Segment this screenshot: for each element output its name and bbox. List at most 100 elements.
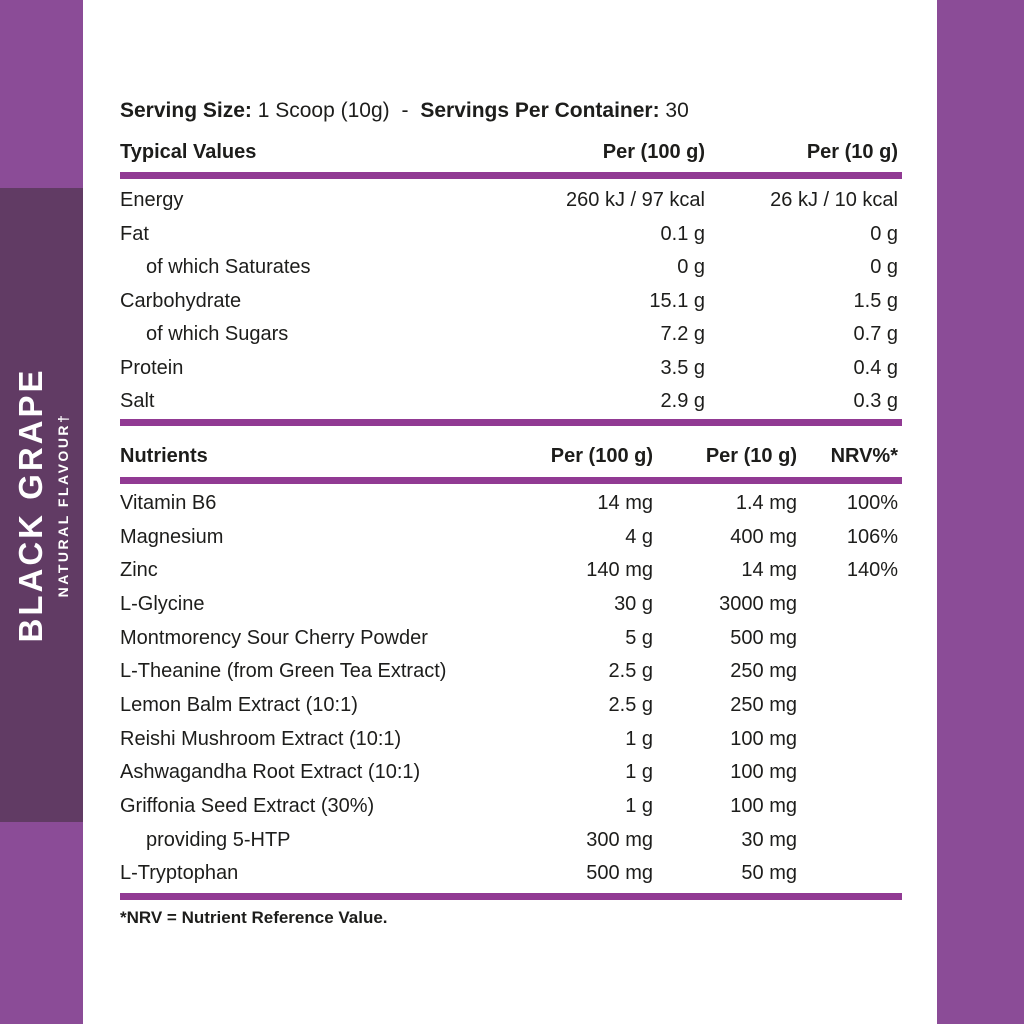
row-label: Zinc bbox=[120, 559, 158, 582]
table-row: Zinc 140 mg 14 mg 140% bbox=[120, 554, 902, 588]
serving-size-line: Serving Size: 1 Scoop (10g) - Servings P… bbox=[120, 98, 902, 123]
value-per-10g: 50 mg bbox=[741, 862, 797, 885]
value-per-10g: 3000 mg bbox=[719, 592, 797, 615]
table-row: Vitamin B6 14 mg 1.4 mg 100% bbox=[120, 487, 902, 521]
column-header-per-100g: Per (100 g) bbox=[550, 444, 653, 467]
row-label: providing 5-HTP bbox=[146, 828, 291, 851]
table-row: Protein 3.5 g 0.4 g bbox=[120, 352, 902, 386]
row-label: Salt bbox=[120, 390, 155, 413]
column-header-per-10g: Per (10 g) bbox=[705, 444, 797, 467]
value-per-100g: 2.5 g bbox=[608, 693, 653, 716]
row-label: of which Saturates bbox=[146, 256, 311, 279]
value-per-100g: 1 g bbox=[625, 795, 653, 818]
table-row: Montmorency Sour Cherry Powder 5 g 500 m… bbox=[120, 621, 902, 655]
flavour-subtitle: NATURAL FLAVOUR† bbox=[54, 412, 71, 598]
value-per-100g: 0 g bbox=[677, 256, 705, 279]
value-per-100g: 3.5 g bbox=[660, 356, 705, 379]
table-row: L-Tryptophan 500 mg 50 mg bbox=[120, 857, 902, 891]
value-per-10g: 26 kJ / 10 kcal bbox=[770, 189, 898, 212]
table-row: Energy 260 kJ / 97 kcal 26 kJ / 10 kcal bbox=[120, 184, 902, 218]
right-purple-band bbox=[937, 0, 1024, 1024]
divider-rule bbox=[120, 418, 902, 426]
row-label: of which Sugars bbox=[146, 323, 289, 346]
table-row: Fat 0.1 g 0 g bbox=[120, 218, 902, 252]
value-per-100g: 260 kJ / 97 kcal bbox=[566, 189, 705, 212]
value-per-10g: 100 mg bbox=[730, 727, 797, 750]
value-per-10g: 100 mg bbox=[730, 761, 797, 784]
row-label: L-Glycine bbox=[120, 592, 205, 615]
typical-values-header: Typical Values Per (100 g) Per (10 g) bbox=[120, 140, 902, 165]
row-label: L-Tryptophan bbox=[120, 862, 239, 885]
value-per-10g: 500 mg bbox=[730, 626, 797, 649]
row-label: L-Theanine (from Green Tea Extract) bbox=[120, 660, 447, 683]
table-title-typical-values: Typical Values bbox=[120, 141, 257, 163]
value-per-100g: 5 g bbox=[625, 626, 653, 649]
value-per-100g: 140 mg bbox=[586, 559, 653, 582]
row-label: Vitamin B6 bbox=[120, 491, 217, 514]
value-per-100g: 500 mg bbox=[586, 862, 653, 885]
separator-dash: - bbox=[401, 99, 409, 122]
value-per-100g: 2.9 g bbox=[660, 390, 705, 413]
servings-per-container-value: 30 bbox=[665, 99, 689, 122]
column-header-per-10g: Per (10 g) bbox=[806, 141, 898, 163]
table-row: of which Saturates 0 g 0 g bbox=[120, 251, 902, 285]
row-label: Ashwagandha Root Extract (10:1) bbox=[120, 761, 421, 784]
row-label: Montmorency Sour Cherry Powder bbox=[120, 626, 428, 649]
serving-size-value: 1 Scoop (10g) bbox=[257, 99, 390, 122]
table-row: L-Glycine 30 g 3000 mg bbox=[120, 588, 902, 622]
servings-per-container-label: Servings Per Container: bbox=[420, 99, 660, 122]
table-title-nutrients: Nutrients bbox=[120, 444, 208, 467]
flavour-box: BLACK GRAPE NATURAL FLAVOUR† bbox=[0, 188, 83, 822]
table-row: Carbohydrate 15.1 g 1.5 g bbox=[120, 285, 902, 319]
value-per-100g: 15.1 g bbox=[649, 289, 705, 312]
value-per-10g: 400 mg bbox=[730, 525, 797, 548]
row-label: Magnesium bbox=[120, 525, 224, 548]
value-per-100g: 300 mg bbox=[586, 828, 653, 851]
value-per-10g: 0 g bbox=[870, 222, 898, 245]
row-label: Energy bbox=[120, 189, 184, 212]
column-header-per-100g: Per (100 g) bbox=[602, 141, 705, 163]
value-per-10g: 0.7 g bbox=[853, 323, 898, 346]
typical-values-table: Energy 260 kJ / 97 kcal 26 kJ / 10 kcal … bbox=[120, 184, 902, 419]
table-row: L-Theanine (from Green Tea Extract) 2.5 … bbox=[120, 655, 902, 689]
label-card: Serving Size: 1 Scoop (10g) - Servings P… bbox=[120, 0, 902, 929]
value-per-10g: 0 g bbox=[870, 256, 898, 279]
row-label: Protein bbox=[120, 356, 184, 379]
table-row: Reishi Mushroom Extract (10:1) 1 g 100 m… bbox=[120, 722, 902, 756]
value-per-100g: 4 g bbox=[625, 525, 653, 548]
value-per-100g: 14 mg bbox=[597, 491, 653, 514]
value-per-100g: 1 g bbox=[625, 761, 653, 784]
value-per-100g: 7.2 g bbox=[660, 323, 705, 346]
value-per-10g: 14 mg bbox=[741, 559, 797, 582]
value-per-10g: 1.5 g bbox=[853, 289, 898, 312]
serving-size-label: Serving Size: bbox=[120, 99, 252, 122]
value-per-100g: 2.5 g bbox=[608, 660, 653, 683]
divider-rule bbox=[120, 892, 902, 900]
table-row: Magnesium 4 g 400 mg 106% bbox=[120, 520, 902, 554]
value-per-10g: 1.4 mg bbox=[735, 491, 797, 514]
value-per-10g: 0.3 g bbox=[853, 390, 898, 413]
row-label: Carbohydrate bbox=[120, 289, 242, 312]
nutrients-table: Vitamin B6 14 mg 1.4 mg 100% Magnesium 4… bbox=[120, 487, 902, 891]
nrv-footnote: *NRV = Nutrient Reference Value. bbox=[120, 907, 388, 927]
row-label: Griffonia Seed Extract (30%) bbox=[120, 795, 375, 818]
value-per-100g: 1 g bbox=[625, 727, 653, 750]
value-per-10g: 30 mg bbox=[741, 828, 797, 851]
value-per-10g: 250 mg bbox=[730, 660, 797, 683]
row-label: Fat bbox=[120, 222, 149, 245]
flavour-rotated-text: BLACK GRAPE NATURAL FLAVOUR† bbox=[11, 367, 71, 643]
value-nrv: 100% bbox=[846, 491, 898, 514]
value-per-10g: 250 mg bbox=[730, 693, 797, 716]
row-label: Lemon Balm Extract (10:1) bbox=[120, 693, 358, 716]
table-row: providing 5-HTP 300 mg 30 mg bbox=[120, 823, 902, 857]
flavour-name: BLACK GRAPE bbox=[11, 367, 49, 643]
table-row: Salt 2.9 g 0.3 g bbox=[120, 385, 902, 419]
value-per-10g: 100 mg bbox=[730, 795, 797, 818]
nutrients-header: Nutrients Per (100 g) Per (10 g) NRV%* bbox=[120, 444, 902, 469]
table-row: Ashwagandha Root Extract (10:1) 1 g 100 … bbox=[120, 756, 902, 790]
column-header-nrv: NRV%* bbox=[830, 444, 898, 467]
row-label: Reishi Mushroom Extract (10:1) bbox=[120, 727, 402, 750]
value-nrv: 106% bbox=[846, 525, 898, 548]
table-row: of which Sugars 7.2 g 0.7 g bbox=[120, 318, 902, 352]
